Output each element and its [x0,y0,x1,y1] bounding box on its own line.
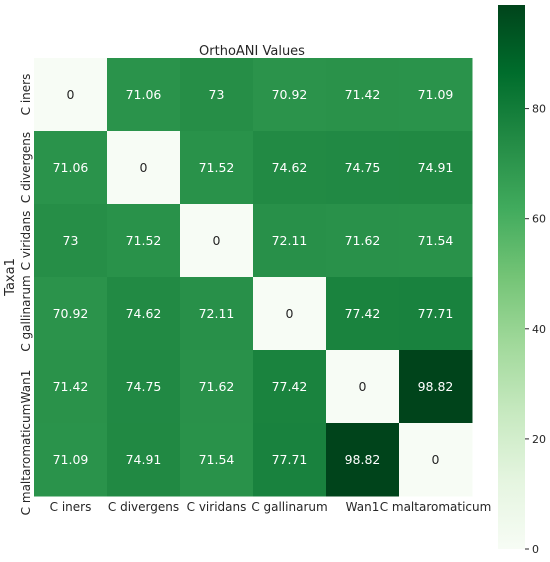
x-tick-label: C viridans [187,500,247,514]
colorbar-tick-label: 80 [532,103,546,116]
heatmap-cell [326,277,400,351]
heatmap-cell [326,204,400,278]
cell-value-label: 77.42 [272,379,308,394]
cell-value-label: 71.42 [53,379,89,394]
cell-value-label: 77.71 [272,452,308,467]
cell-value-label: 71.42 [345,87,381,102]
colorbar-tick-label: 0 [532,543,539,556]
cell-value-labels: 0 71.06 73 70.92 71.42 71.09 71.06 0 71.52 74.62 7… [53,87,454,467]
cell-value-label: 0 [432,452,440,467]
heatmap-cell [326,423,400,497]
heatmap-cell [326,58,400,132]
cell-value-label: 74.91 [418,160,454,175]
heatmap-cell [107,204,181,278]
cell-value-label: 72.11 [272,233,308,248]
heatmap-cell [180,58,254,132]
heatmap-cell [180,131,254,205]
x-tick-label: C divergens [108,500,179,514]
heatmap-cell [34,423,108,497]
cell-value-label: 70.92 [53,306,89,321]
x-tick-label: C maltaromaticum [380,500,492,514]
y-tick-label: C viridans [19,211,33,271]
y-tick-label: C divergens [19,132,33,203]
heatmap-cell [399,131,473,205]
cell-value-label: 71.54 [418,233,454,248]
heatmap-cell [399,58,473,132]
heatmap-cell [34,277,108,351]
colorbar: 0 20 40 60 80 [498,5,546,556]
cell-value-label: 98.82 [345,452,381,467]
colorbar-gradient [498,5,525,549]
cell-value-label: 74.75 [126,379,162,394]
heatmap-cell [180,350,254,424]
heatmap-cell [399,277,473,351]
heatmap-cell [253,423,327,497]
cell-value-label: 73 [209,87,225,102]
cell-value-label: 0 [359,379,367,394]
heatmap-cell [326,131,400,205]
cell-value-label: 74.75 [345,160,381,175]
x-tick-labels: C iners C divergens C viridans C gallinarum… [50,500,492,514]
heatmap-cell [34,204,108,278]
heatmap-cell [34,350,108,424]
y-tick-label: Wan1 [19,370,33,404]
heatmap-cell [180,423,254,497]
y-tick-label: C gallinarum [19,275,33,351]
cell-value-label: 77.42 [345,306,381,321]
heatmap-cells [34,58,473,497]
cell-value-label: 72.11 [199,306,235,321]
cell-value-label: 0 [140,160,148,175]
heatmap-cell [107,423,181,497]
x-tick-label: C gallinarum [251,500,327,514]
heatmap-cell [399,423,473,497]
heatmap-cell [253,277,327,351]
x-tick-label: Wan1 [346,500,380,514]
cell-value-label: 0 [67,87,75,102]
cell-value-label: 0 [213,233,221,248]
cell-value-label: 70.92 [272,87,308,102]
cell-value-label: 71.09 [53,452,89,467]
cell-value-label: 71.06 [126,87,162,102]
heatmap-cell [253,350,327,424]
cell-value-label: 73 [63,233,79,248]
heatmap-cell [399,204,473,278]
cell-value-label: 98.82 [418,379,454,394]
chart-title: OrthoANI Values [199,44,305,59]
colorbar-ticks: 0 20 40 60 80 [525,103,546,556]
cell-value-label: 71.62 [345,233,381,248]
y-tick-labels: C iners C divergens C viridans C gallinarum… [19,74,33,516]
cell-value-label: 71.52 [126,233,162,248]
y-tick-label: C iners [19,74,33,116]
y-tick-label: C maltaromaticum [19,404,33,516]
cell-value-label: 74.62 [272,160,308,175]
heatmap-cell [107,131,181,205]
cell-value-label: 71.54 [199,452,235,467]
heatmap-cell [180,277,254,351]
cell-value-label: 71.09 [418,87,454,102]
colorbar-tick-label: 40 [532,323,546,336]
heatmap-cell [34,131,108,205]
cell-value-label: 74.62 [126,306,162,321]
cell-value-label: 71.06 [53,160,89,175]
cell-value-label: 74.91 [126,452,162,467]
heatmap-cell [180,204,254,278]
heatmap-cell [253,131,327,205]
cell-value-label: 71.62 [199,379,235,394]
heatmap-cell [253,204,327,278]
cell-value-label: 77.71 [418,306,454,321]
cell-value-label: 71.52 [199,160,235,175]
heatmap-cell [399,350,473,424]
heatmap-cell [326,350,400,424]
x-tick-label: C iners [50,500,92,514]
heatmap-cell [34,58,108,132]
cell-value-label: 0 [286,306,294,321]
colorbar-tick-label: 20 [532,433,546,446]
heatmap-cell [107,277,181,351]
y-axis-label: Taxa1 [3,258,18,297]
colorbar-tick-label: 60 [532,213,546,226]
heatmap-cell [107,58,181,132]
heatmap-cell [107,350,181,424]
heatmap-cell [253,58,327,132]
